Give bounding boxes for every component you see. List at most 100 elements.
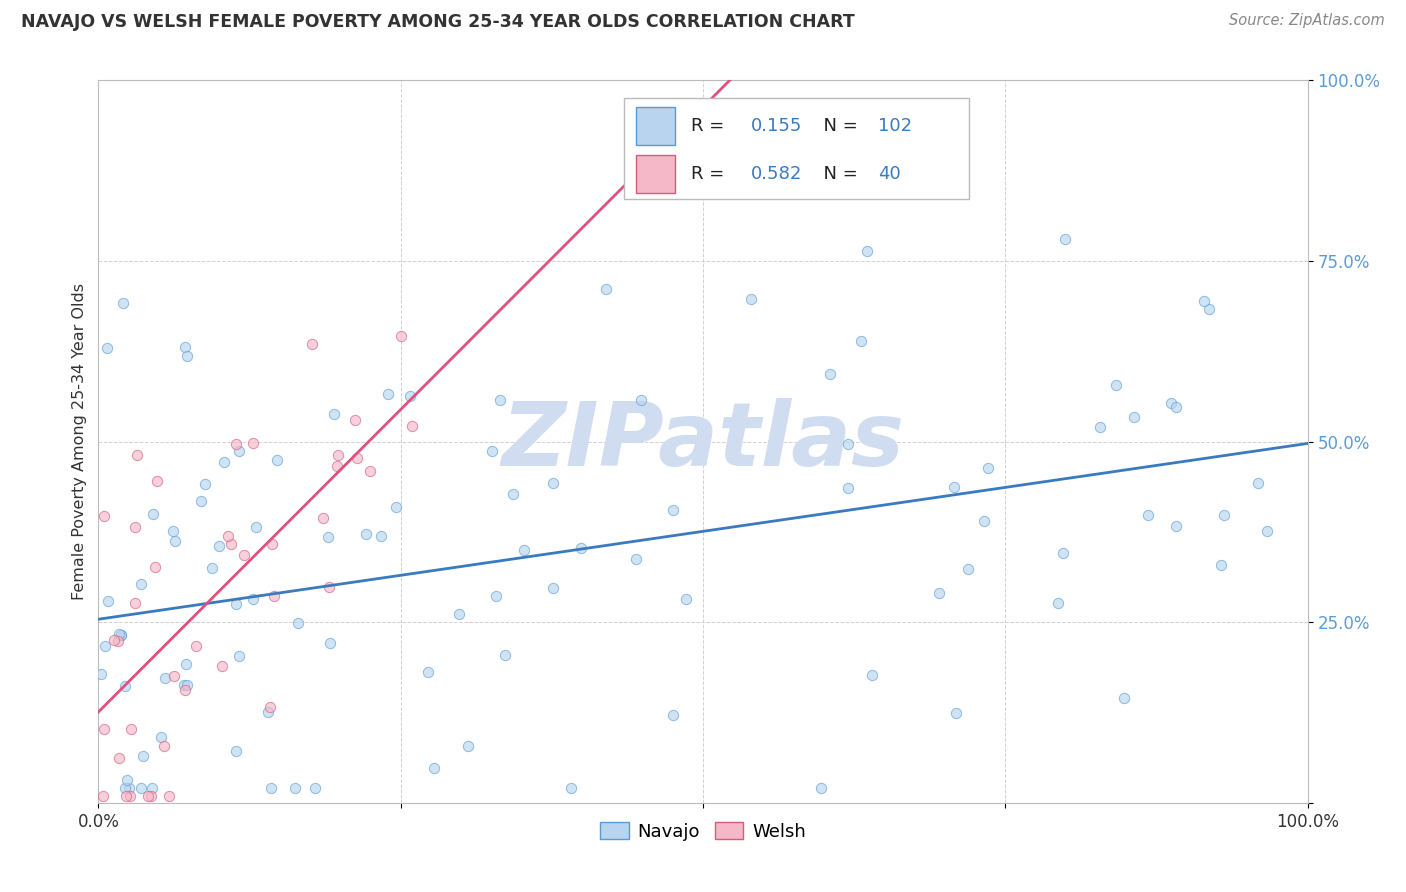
Point <box>112 295 135 310</box>
Point <box>242 435 264 450</box>
Point <box>157 789 180 803</box>
Point <box>163 669 186 683</box>
Text: N =: N = <box>811 165 863 183</box>
Y-axis label: Female Poverty Among 25-34 Year Olds: Female Poverty Among 25-34 Year Olds <box>72 283 87 600</box>
Point <box>370 529 392 543</box>
Point <box>225 437 247 451</box>
Point <box>354 527 377 541</box>
Point <box>163 533 186 548</box>
Point <box>401 418 423 433</box>
Point <box>1123 410 1146 425</box>
Point <box>93 508 115 523</box>
Point <box>114 679 136 693</box>
Point <box>377 387 399 401</box>
Point <box>174 682 197 697</box>
Point <box>1164 518 1187 533</box>
Point <box>740 292 762 306</box>
Text: R =: R = <box>690 117 730 135</box>
Text: R =: R = <box>690 165 730 183</box>
Point <box>107 634 129 648</box>
Point <box>107 626 129 640</box>
Point <box>262 537 284 551</box>
Point <box>257 705 280 719</box>
Point <box>398 389 420 403</box>
Point <box>389 329 412 343</box>
Point <box>312 510 335 524</box>
Point <box>173 678 195 692</box>
FancyBboxPatch shape <box>624 98 969 200</box>
Point <box>184 639 207 653</box>
Point <box>810 781 832 796</box>
Point <box>837 481 859 495</box>
Point <box>343 413 366 427</box>
Point <box>481 444 503 458</box>
Point <box>1105 378 1128 392</box>
Point <box>211 658 233 673</box>
Point <box>541 581 564 595</box>
Point <box>1213 508 1236 522</box>
FancyBboxPatch shape <box>637 155 675 193</box>
Point <box>136 789 159 803</box>
Point <box>630 393 652 408</box>
Point <box>569 541 592 556</box>
Point <box>91 789 114 803</box>
Point <box>94 639 117 653</box>
Point <box>1052 546 1074 560</box>
Point <box>110 628 132 642</box>
Point <box>127 448 149 462</box>
Point <box>1160 396 1182 410</box>
Point <box>301 336 323 351</box>
Legend: Navajo, Welsh: Navajo, Welsh <box>592 814 814 848</box>
Text: 40: 40 <box>879 165 901 183</box>
Point <box>266 452 288 467</box>
Point <box>90 666 112 681</box>
Point <box>457 739 479 753</box>
Point <box>162 524 184 538</box>
Point <box>217 529 239 543</box>
Point <box>956 561 979 575</box>
Point <box>675 592 697 607</box>
Point <box>837 437 859 451</box>
Text: Source: ZipAtlas.com: Source: ZipAtlas.com <box>1229 13 1385 29</box>
Point <box>560 781 582 796</box>
Point <box>662 503 685 517</box>
Point <box>103 632 125 647</box>
Point <box>129 577 152 591</box>
Point <box>260 781 283 796</box>
Point <box>194 476 217 491</box>
Point <box>1164 400 1187 414</box>
Point <box>219 537 242 551</box>
Point <box>1192 294 1215 309</box>
Point <box>228 648 250 663</box>
Point <box>323 408 346 422</box>
Text: NAVAJO VS WELSH FEMALE POVERTY AMONG 25-34 YEAR OLDS CORRELATION CHART: NAVAJO VS WELSH FEMALE POVERTY AMONG 25-… <box>21 13 855 31</box>
Point <box>449 607 471 622</box>
Point <box>263 589 285 603</box>
Point <box>1088 420 1111 434</box>
Point <box>124 596 146 610</box>
Point <box>115 789 138 803</box>
Point <box>139 789 162 803</box>
Point <box>120 789 142 803</box>
Text: 102: 102 <box>879 117 912 135</box>
Point <box>117 772 139 787</box>
Point <box>328 448 350 462</box>
Point <box>1053 231 1076 245</box>
Point <box>595 282 617 296</box>
Point <box>977 461 1000 475</box>
Point <box>945 706 967 720</box>
Point <box>1198 301 1220 316</box>
Point <box>284 781 307 796</box>
Point <box>1112 691 1135 706</box>
Point <box>143 560 166 574</box>
Point <box>489 392 512 407</box>
Point <box>1209 558 1232 572</box>
Point <box>212 455 235 469</box>
Point <box>1137 508 1160 522</box>
Point <box>259 699 281 714</box>
Point <box>541 476 564 491</box>
Point <box>818 367 841 381</box>
Point <box>145 475 167 489</box>
Text: ZIPatlas: ZIPatlas <box>502 398 904 485</box>
Point <box>855 244 877 258</box>
